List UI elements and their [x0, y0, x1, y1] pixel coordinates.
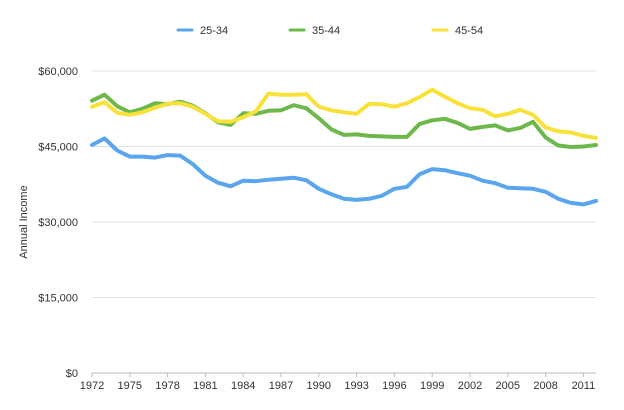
x-tick-label: 1999 [420, 380, 444, 392]
x-tick-label: 1975 [118, 380, 142, 392]
x-tick-label: 1990 [307, 380, 331, 392]
legend-item-25-34: 25-34 [176, 25, 228, 37]
y-axis-title: Annual Income [18, 185, 30, 258]
legend-item-35-44: 35-44 [288, 25, 340, 37]
x-tick-label: 1987 [269, 380, 293, 392]
legend-item-45-54: 45-54 [431, 25, 483, 37]
legend-label: 35-44 [312, 25, 340, 37]
y-tick-label: $45,000 [38, 142, 78, 154]
legend-label: 25-34 [200, 25, 228, 37]
series-line-25-34 [90, 136, 598, 207]
y-tick-label: $15,000 [38, 293, 78, 305]
x-tick-label: 1984 [231, 380, 255, 392]
x-axis-ticks: 1972 1975 1978 1981 1984 1987 1990 1993 1996 1999… [80, 373, 595, 392]
y-axis-ticks: $0 $15,000 $30,000 $45,000 $60,000 [38, 66, 78, 380]
y-tick-label: $30,000 [38, 217, 78, 229]
x-tick-label: 1978 [155, 380, 179, 392]
x-tick-label: 2011 [572, 380, 596, 392]
x-tick-label: 1993 [344, 380, 368, 392]
x-tick-label: 1996 [382, 380, 406, 392]
x-tick-label: 2008 [533, 380, 557, 392]
series-points-35-44 [90, 93, 598, 149]
x-tick-label: 2002 [458, 380, 482, 392]
series-points-45-54 [90, 88, 598, 140]
series-line-45-54 [90, 87, 598, 140]
series-lines [90, 87, 598, 207]
legend-label: 45-54 [455, 25, 483, 37]
x-tick-label: 1981 [193, 380, 217, 392]
gridlines [92, 70, 596, 374]
legend: 25-34 35-44 45-54 [176, 25, 483, 37]
x-tick-label: 2005 [496, 380, 520, 392]
y-tick-label: $0 [66, 368, 78, 380]
y-tick-label: $60,000 [38, 66, 78, 78]
x-tick-label: 1972 [80, 380, 104, 392]
